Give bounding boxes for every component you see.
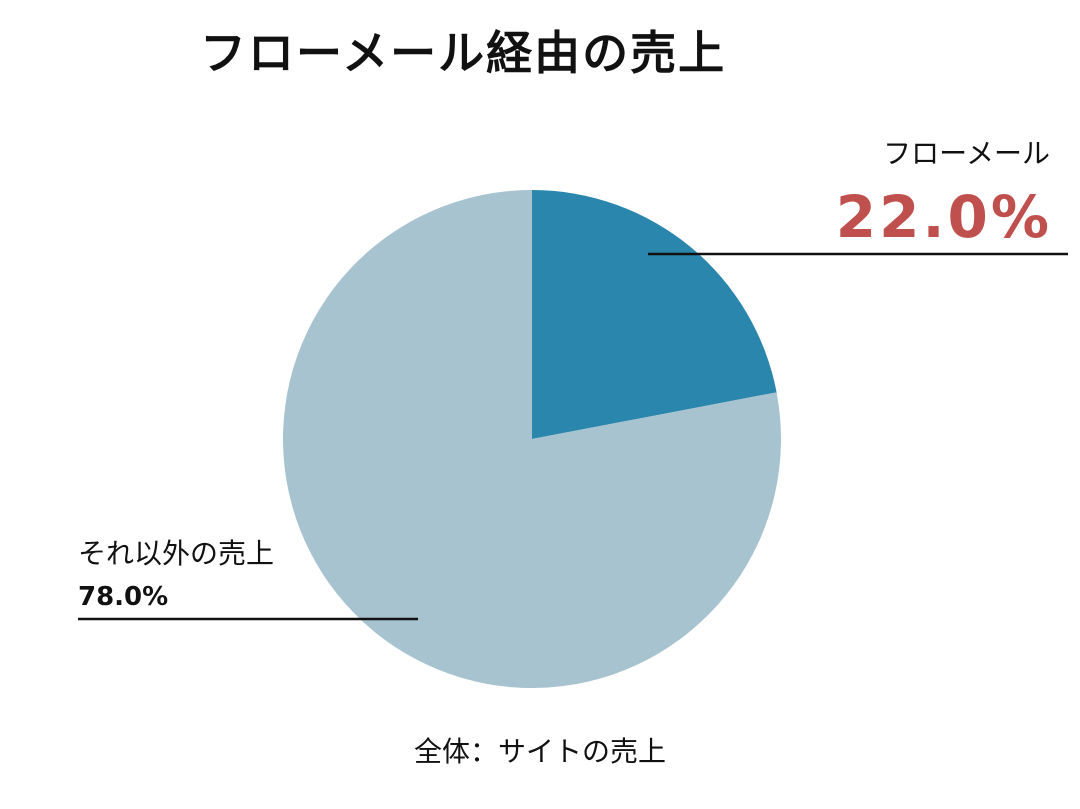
pie-slice-other-sales bbox=[283, 189, 781, 688]
pie-slices bbox=[283, 189, 781, 688]
slice-value-other-sales: 78.0% bbox=[78, 582, 169, 612]
leader-lines bbox=[78, 252, 1068, 621]
pie-slice-flow-mail bbox=[532, 190, 777, 439]
slice-label-flow-mail: フローメール bbox=[883, 137, 1050, 170]
slice-label-other-sales: それ以外の売上 bbox=[78, 537, 275, 570]
chart-footnote: 全体：サイトの売上 bbox=[413, 735, 666, 768]
chart-title: フローメール経由の売上 bbox=[200, 26, 727, 80]
slice-value-flow-mail: 22.0% bbox=[835, 183, 1052, 251]
